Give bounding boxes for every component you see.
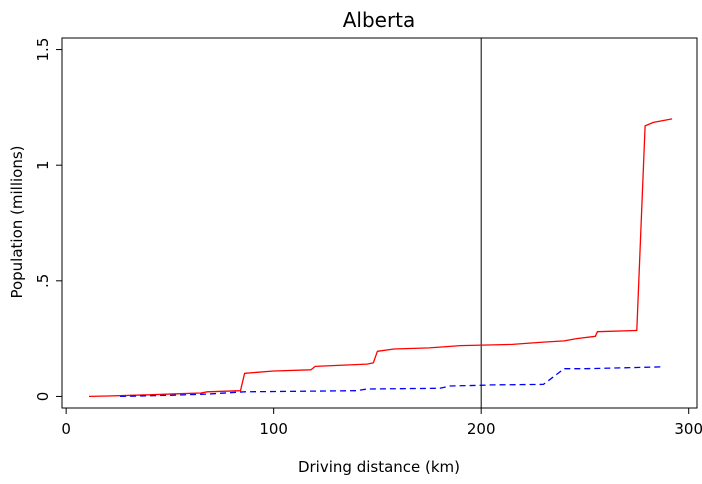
x-tick-label: 200: [467, 420, 496, 438]
x-tick-label: 300: [674, 420, 702, 438]
series-line-red: [88, 118, 673, 398]
plot-area: 0 100 200 300 0 .5 1 1.5: [34, 37, 702, 438]
y-axis-label: Population (millions): [8, 145, 26, 298]
chart-title: Alberta: [343, 8, 416, 32]
series-line-blue-dashed: [120, 366, 664, 398]
x-tick-label: 100: [259, 420, 288, 438]
plot-frame: [61, 37, 698, 409]
x-tick-label: 0: [61, 420, 71, 438]
x-axis-label: Driving distance (km): [298, 458, 460, 476]
y-tick-label: 1.5: [34, 38, 52, 62]
y-tick-label: 0: [34, 392, 52, 402]
y-tick-label: .5: [34, 274, 52, 288]
y-tick-label: 1: [34, 160, 52, 170]
